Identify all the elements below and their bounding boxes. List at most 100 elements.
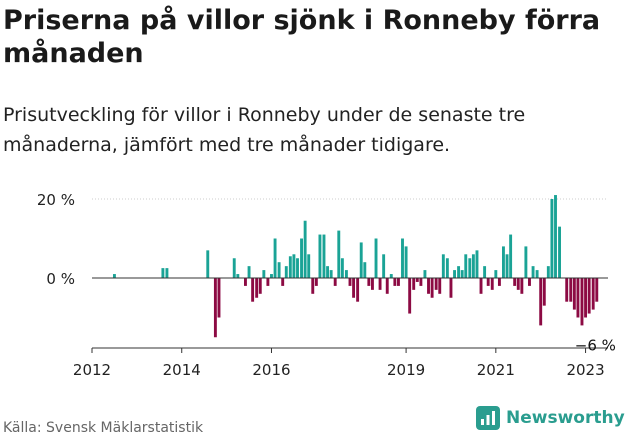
bar	[292, 254, 296, 278]
bar	[277, 262, 281, 278]
bar	[423, 270, 427, 278]
bar	[262, 270, 266, 278]
bar	[441, 254, 445, 278]
bar	[300, 238, 303, 278]
bar	[531, 266, 535, 278]
bar	[393, 278, 397, 286]
bar	[419, 278, 423, 286]
bar	[356, 278, 360, 302]
bar	[595, 278, 599, 302]
x-tick-label: 2014	[163, 361, 201, 379]
bar	[370, 278, 374, 290]
bar	[460, 270, 464, 278]
bar	[486, 278, 490, 286]
bar	[281, 278, 285, 286]
bar	[367, 278, 371, 286]
bar	[539, 278, 543, 326]
bar	[213, 278, 217, 338]
bar	[311, 278, 315, 294]
x-tick-label: 2012	[73, 361, 111, 379]
bar	[569, 278, 573, 302]
brand-name: Newsworthy	[506, 408, 625, 428]
bar	[524, 246, 528, 278]
bar	[457, 266, 461, 278]
bar	[449, 278, 453, 298]
bar	[112, 274, 116, 278]
bar	[434, 278, 438, 290]
bar	[329, 270, 333, 278]
bar-series	[112, 195, 599, 338]
bar	[513, 278, 517, 286]
bar	[273, 238, 277, 278]
bar	[337, 230, 341, 278]
bar	[412, 278, 416, 290]
bar	[326, 266, 330, 278]
bar	[389, 274, 393, 278]
bar	[217, 278, 221, 318]
bar	[374, 238, 378, 278]
bar	[509, 234, 513, 278]
x-tick-label: 2023	[566, 361, 604, 379]
x-tick-label: 2021	[477, 361, 515, 379]
bar	[344, 270, 348, 278]
bar	[490, 278, 494, 290]
bar	[244, 278, 247, 286]
bar	[427, 278, 430, 294]
bar	[438, 278, 442, 294]
bar	[284, 266, 288, 278]
bar	[468, 258, 472, 278]
bar	[348, 278, 352, 286]
bar	[378, 278, 382, 290]
x-tick-label: 2016	[252, 361, 290, 379]
bar	[475, 250, 479, 278]
bar	[572, 278, 576, 310]
bar	[318, 234, 322, 278]
bar	[255, 278, 259, 298]
newsworthy-logo-icon	[476, 406, 500, 430]
bar	[494, 270, 498, 278]
bar	[359, 242, 363, 278]
bar	[546, 266, 550, 278]
bar	[401, 238, 404, 278]
bar	[296, 258, 299, 278]
bar	[270, 274, 273, 278]
y-tick-label: 0 %	[46, 270, 75, 288]
bar	[587, 278, 591, 314]
bar	[161, 268, 165, 278]
page-title: Priserna på villor sjönk i Ronneby förra…	[3, 5, 601, 69]
bar	[584, 278, 588, 318]
bar	[258, 278, 262, 294]
bar	[397, 278, 400, 286]
bar	[535, 270, 539, 278]
page-subtitle: Prisutveckling för villor i Ronneby unde…	[3, 104, 526, 156]
bar	[415, 278, 419, 282]
bar	[576, 278, 580, 318]
bar	[266, 278, 270, 286]
bar	[528, 278, 531, 286]
bar	[232, 258, 236, 278]
bar	[430, 278, 434, 298]
bar	[483, 266, 487, 278]
bar	[464, 254, 468, 278]
bar	[453, 270, 456, 278]
bar	[550, 199, 554, 278]
bar	[558, 226, 561, 278]
gridlines	[92, 198, 608, 279]
bar	[333, 278, 337, 286]
bar	[497, 278, 501, 286]
bar	[247, 266, 251, 278]
bar	[554, 195, 557, 278]
bar	[165, 268, 169, 278]
bar	[542, 278, 546, 306]
bar	[505, 254, 509, 278]
bar	[445, 258, 449, 278]
bar	[251, 278, 255, 302]
bar	[404, 246, 408, 278]
bar	[520, 278, 524, 294]
bar	[288, 256, 292, 278]
bar	[591, 278, 595, 310]
x-tick-label: 2019	[387, 361, 425, 379]
last-value-annotation: −6 %	[575, 337, 616, 355]
brand-logo: Newsworthy	[476, 406, 625, 430]
bar	[471, 254, 475, 278]
